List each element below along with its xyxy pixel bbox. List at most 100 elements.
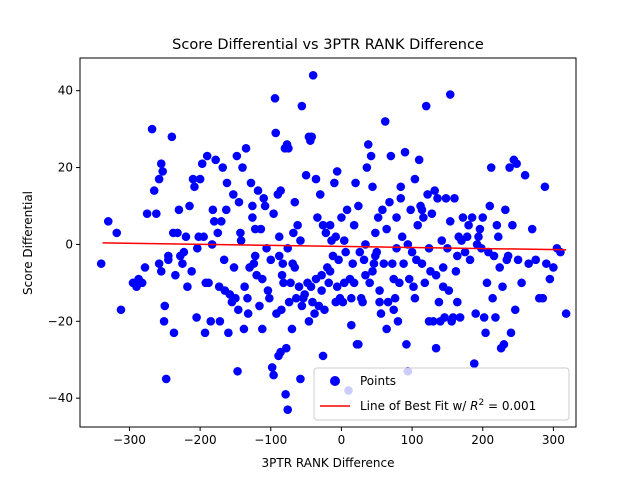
data-point	[342, 205, 352, 215]
data-point	[332, 282, 342, 292]
data-point	[286, 278, 295, 288]
data-point	[513, 255, 523, 265]
y-tick-label: 20	[58, 161, 73, 175]
data-point	[338, 297, 348, 307]
data-point	[524, 259, 533, 268]
data-point	[265, 293, 274, 303]
data-point	[388, 259, 397, 268]
legend: Points Line of Best Fit w/ R2 = 0.001	[313, 367, 570, 421]
data-point	[192, 243, 202, 253]
data-point	[307, 132, 317, 142]
data-point	[270, 94, 280, 103]
data-point	[410, 174, 420, 184]
data-point	[378, 205, 387, 215]
data-point	[310, 309, 319, 318]
data-point	[297, 301, 307, 311]
data-point	[200, 328, 210, 338]
data-point	[455, 313, 465, 322]
plot-frame	[79, 57, 577, 428]
data-point	[561, 309, 571, 318]
data-point	[438, 282, 448, 292]
data-point	[501, 205, 510, 215]
data-point	[325, 267, 335, 276]
data-point	[369, 259, 379, 268]
data-point	[229, 263, 239, 272]
data-point	[202, 151, 212, 161]
data-point	[498, 282, 507, 292]
data-point	[279, 278, 288, 288]
y-tick-label: 40	[58, 84, 73, 98]
data-point	[404, 274, 414, 284]
data-point	[460, 247, 470, 257]
data-point	[481, 328, 490, 338]
data-point	[181, 232, 191, 242]
data-point	[396, 194, 406, 203]
data-point	[434, 297, 444, 307]
data-point	[376, 309, 386, 318]
data-point	[176, 251, 185, 261]
data-point	[243, 309, 253, 318]
legend-fit-line-label: Line of Best Fit w/ R2 = 0.001	[360, 398, 536, 413]
data-point	[206, 317, 216, 326]
data-point	[395, 278, 404, 288]
data-point	[368, 182, 377, 192]
data-point	[140, 263, 150, 272]
y-tick-label: −40	[48, 391, 73, 405]
data-point	[363, 140, 373, 149]
data-point	[293, 220, 302, 230]
data-point	[116, 305, 126, 315]
data-point	[243, 293, 252, 303]
data-point	[281, 390, 290, 399]
data-point	[423, 190, 432, 199]
data-point	[545, 274, 555, 284]
data-point	[208, 205, 218, 215]
data-point	[373, 213, 383, 222]
data-point	[437, 236, 447, 245]
data-point	[224, 328, 233, 338]
data-point	[248, 213, 257, 222]
data-point	[406, 205, 415, 215]
data-point	[311, 174, 321, 184]
data-point	[348, 259, 358, 268]
data-point	[382, 324, 391, 334]
data-point	[255, 301, 264, 311]
data-point	[427, 209, 437, 218]
data-point	[453, 297, 462, 307]
data-point	[505, 163, 514, 172]
data-point	[221, 205, 231, 215]
data-point	[431, 270, 441, 280]
data-point	[297, 101, 307, 111]
data-point	[540, 182, 550, 192]
data-point	[491, 313, 500, 322]
data-point	[414, 155, 424, 165]
data-point	[349, 220, 359, 230]
data-point	[317, 286, 326, 295]
data-point	[445, 217, 455, 226]
data-point	[308, 71, 318, 80]
data-point	[383, 297, 393, 307]
data-point	[183, 282, 192, 292]
data-point	[451, 267, 461, 276]
data-point	[486, 163, 496, 172]
data-point	[549, 263, 558, 272]
data-point	[300, 290, 309, 299]
data-point	[233, 366, 242, 376]
data-point	[217, 217, 226, 226]
data-point	[420, 278, 430, 288]
data-point	[448, 313, 458, 322]
data-point	[103, 217, 113, 226]
data-point	[154, 174, 164, 184]
data-point	[334, 255, 343, 265]
data-point	[359, 255, 369, 265]
data-point	[508, 220, 517, 230]
data-point	[171, 270, 180, 280]
data-point	[142, 209, 152, 218]
x-axis: −300 −200 −100 0 100 200 300	[113, 427, 565, 447]
data-point	[156, 267, 166, 276]
data-point	[274, 251, 284, 261]
data-point	[433, 194, 442, 203]
data-point	[430, 186, 439, 195]
x-tick-label: −200	[184, 433, 217, 447]
y-axis-label: Score Differential	[21, 191, 35, 295]
data-point	[284, 297, 294, 307]
